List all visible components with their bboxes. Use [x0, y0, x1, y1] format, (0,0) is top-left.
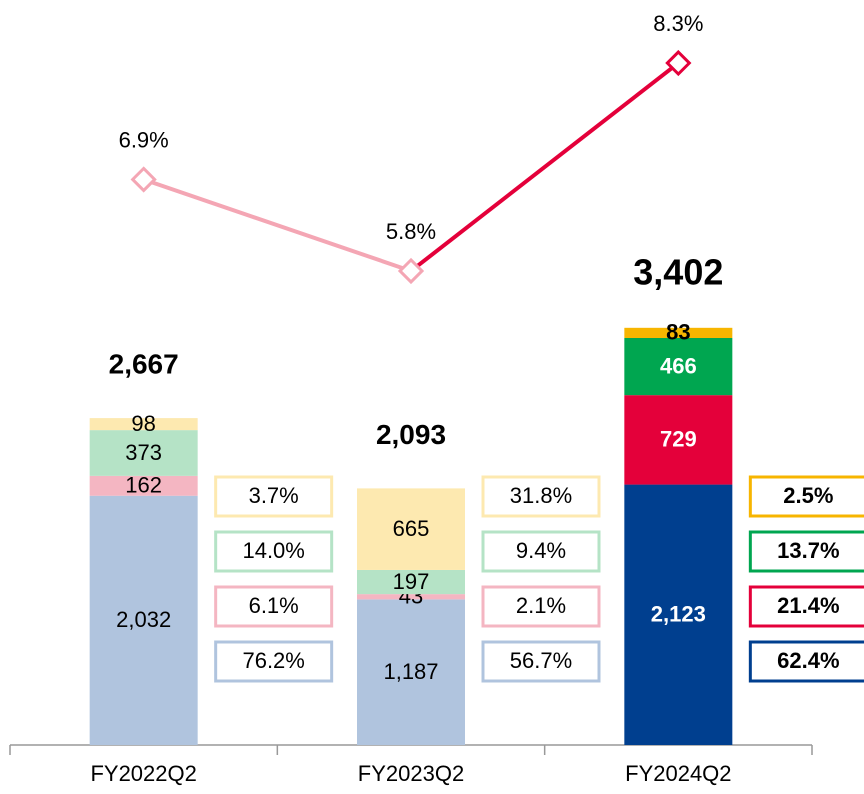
line-marker — [665, 49, 692, 77]
line-segment — [143, 177, 412, 273]
x-tick-label: FY2023Q2 — [358, 761, 464, 786]
bar-value-label: 729 — [660, 427, 697, 452]
share-label: 2.1% — [516, 593, 566, 618]
bar-segment — [89, 418, 198, 431]
total-label: 2,093 — [376, 419, 446, 450]
share-box — [214, 530, 334, 573]
share-label: 31.8% — [510, 483, 572, 508]
share-box — [748, 640, 864, 683]
share-box — [214, 640, 334, 683]
bar-value-label: 373 — [125, 440, 162, 465]
total-label: 2,667 — [109, 348, 179, 379]
line-value-label: 8.3% — [653, 11, 703, 36]
bar-value-label: 665 — [393, 516, 430, 541]
share-label: 6.1% — [249, 593, 299, 618]
share-label: 2.5% — [783, 483, 833, 508]
share-box — [748, 530, 864, 573]
bar-value-label: 2,123 — [651, 602, 706, 627]
share-box — [214, 475, 334, 518]
bar-segment — [624, 337, 733, 396]
bar-segment — [357, 488, 465, 570]
bar-segment — [357, 594, 465, 600]
line-value-label: 6.9% — [119, 127, 169, 152]
bar-segment — [357, 569, 465, 595]
share-label: 14.0% — [242, 538, 304, 563]
share-box — [481, 640, 601, 683]
bar-segment — [624, 327, 733, 338]
x-tick-label: FY2024Q2 — [625, 761, 731, 786]
bar-value-label: 83 — [666, 320, 690, 345]
bar-value-label: 197 — [393, 569, 430, 594]
share-label: 3.7% — [249, 483, 299, 508]
share-label: 56.7% — [510, 648, 572, 673]
bar-segment — [89, 430, 198, 476]
x-tick-label: FY2022Q2 — [90, 761, 196, 786]
bar-segment — [357, 599, 465, 745]
share-box — [748, 475, 864, 518]
share-label: 76.2% — [242, 648, 304, 673]
share-label: 62.4% — [777, 648, 839, 673]
bar-value-label: 466 — [660, 353, 697, 378]
share-box — [481, 475, 601, 518]
line-segment — [409, 61, 680, 273]
share-label: 21.4% — [777, 593, 839, 618]
share-box — [748, 585, 864, 628]
bar-value-label: 2,032 — [116, 607, 171, 632]
line-marker — [130, 166, 157, 193]
share-box — [481, 585, 601, 628]
bar-segment — [624, 484, 733, 745]
share-box — [214, 585, 334, 628]
line-marker — [397, 257, 425, 285]
bar-segment — [89, 475, 198, 496]
share-box — [481, 530, 601, 573]
total-label: 3,402 — [633, 251, 723, 292]
line-value-label: 5.8% — [386, 219, 436, 244]
bar-segment — [89, 495, 198, 745]
share-label: 13.7% — [777, 538, 839, 563]
bar-value-label: 98 — [131, 411, 155, 436]
bar-segment — [624, 395, 733, 485]
bar-value-label: 162 — [125, 473, 162, 498]
bar-value-label: 1,187 — [383, 659, 438, 684]
share-label: 9.4% — [516, 538, 566, 563]
